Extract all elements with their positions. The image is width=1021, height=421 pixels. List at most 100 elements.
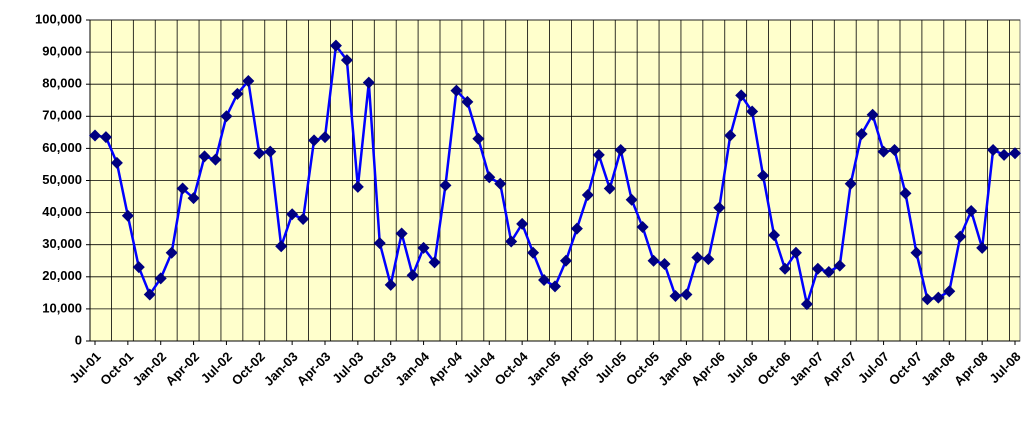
marker	[297, 213, 310, 226]
marker	[165, 246, 178, 259]
marker	[800, 298, 813, 311]
marker	[439, 179, 452, 192]
x-tick-label: Oct-01	[97, 349, 136, 388]
marker	[921, 293, 934, 306]
y-tick-label: 20,000	[42, 268, 82, 283]
x-tick-label: Jul-05	[592, 349, 629, 386]
y-tick-label: 100,000	[35, 11, 82, 26]
y-tick-label: 90,000	[42, 44, 82, 59]
x-tick-label: Jul-04	[461, 348, 499, 386]
marker	[822, 265, 835, 278]
y-tick-label: 50,000	[42, 172, 82, 187]
marker	[866, 108, 879, 121]
x-tick-label: Jan-06	[655, 349, 695, 389]
x-tick-label: Jul-03	[329, 349, 366, 386]
marker	[209, 153, 222, 166]
x-tick-label: Jan-02	[130, 349, 170, 389]
marker	[154, 272, 167, 285]
marker	[308, 134, 321, 147]
marker	[89, 129, 101, 142]
marker	[395, 227, 408, 240]
marker	[570, 222, 583, 235]
x-tick-label: Jan-05	[524, 349, 564, 389]
marker	[636, 221, 649, 234]
marker	[242, 74, 255, 87]
x-tick-label: Jul-08	[986, 349, 1021, 386]
marker	[384, 278, 397, 291]
marker	[329, 39, 342, 52]
marker	[505, 235, 518, 248]
x-tick-label: Oct-03	[360, 349, 399, 388]
x-tick-label: Jan-08	[918, 349, 958, 389]
marker	[461, 95, 474, 108]
marker	[877, 145, 890, 158]
marker	[516, 217, 529, 230]
marker	[844, 177, 857, 190]
marker	[362, 76, 375, 89]
x-tick-label: Jan-03	[261, 349, 301, 389]
marker	[340, 54, 353, 67]
x-tick-label: Oct-04	[491, 348, 531, 388]
marker	[143, 288, 156, 301]
y-tick-label: 10,000	[42, 300, 82, 315]
marker	[680, 288, 693, 301]
x-tick-label: Apr-04	[425, 348, 465, 388]
marker	[899, 187, 912, 200]
marker	[965, 204, 978, 217]
marker	[275, 240, 288, 253]
marker	[647, 254, 660, 267]
marker	[450, 84, 463, 97]
x-tick-label: Jan-04	[392, 348, 432, 388]
marker	[286, 208, 299, 221]
marker	[735, 89, 748, 102]
x-tick-label: Oct-05	[623, 349, 662, 388]
x-tick-label: Oct-07	[886, 349, 925, 388]
marker	[187, 192, 200, 205]
marker	[373, 237, 386, 250]
x-tick-label: Apr-02	[162, 349, 202, 389]
marker	[253, 147, 266, 160]
marker	[702, 253, 715, 266]
marker	[669, 290, 682, 303]
marker	[494, 177, 507, 190]
marker	[603, 182, 616, 195]
y-tick-label: 40,000	[42, 204, 82, 219]
marker	[406, 269, 419, 282]
marker	[549, 280, 561, 293]
marker	[132, 261, 145, 274]
marker	[417, 241, 430, 254]
marker	[351, 180, 364, 193]
marker	[231, 87, 244, 100]
marker	[264, 145, 277, 158]
marker	[581, 188, 594, 201]
marker	[198, 150, 211, 163]
marker	[855, 127, 868, 140]
x-tick-label: Oct-02	[229, 349, 268, 388]
marker	[110, 156, 123, 169]
marker	[99, 131, 112, 144]
marker	[789, 246, 802, 259]
x-tick-label: Apr-07	[820, 349, 860, 389]
marker	[833, 259, 846, 272]
marker	[691, 251, 704, 264]
marker	[220, 110, 233, 123]
x-tick-label: Apr-05	[557, 349, 597, 389]
y-tick-label: 70,000	[42, 108, 82, 123]
marker	[1009, 147, 1021, 160]
x-tick-label: Apr-08	[951, 349, 991, 389]
marker	[757, 169, 770, 182]
marker	[954, 230, 967, 243]
marker	[538, 274, 551, 287]
y-tick-label: 60,000	[42, 140, 82, 155]
y-tick-label: 80,000	[42, 76, 82, 91]
x-tick-label: Apr-06	[688, 349, 728, 389]
marker	[527, 246, 540, 259]
marker	[811, 262, 824, 275]
y-tick-label: 30,000	[42, 236, 82, 251]
x-tick-label: Oct-06	[754, 349, 793, 388]
x-tick-label: Jul-07	[855, 349, 892, 386]
marker	[559, 254, 572, 267]
marker	[746, 105, 759, 118]
marker	[932, 291, 945, 304]
marker	[121, 209, 134, 222]
